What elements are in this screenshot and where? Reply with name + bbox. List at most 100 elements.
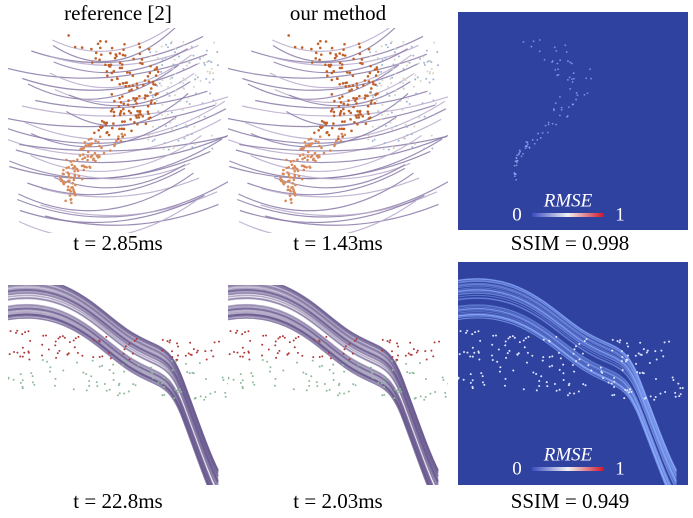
particle xyxy=(394,389,396,391)
particle xyxy=(328,134,331,137)
particle xyxy=(613,381,615,383)
particle xyxy=(179,388,181,390)
particle xyxy=(291,186,294,189)
particle xyxy=(191,133,193,135)
particle xyxy=(568,384,570,386)
particle xyxy=(450,393,452,395)
error-spot xyxy=(559,96,561,98)
particle xyxy=(293,340,295,342)
particle xyxy=(398,391,400,393)
particle xyxy=(419,58,421,60)
particle xyxy=(332,70,335,73)
particle xyxy=(491,344,493,346)
particle xyxy=(662,355,664,357)
particle xyxy=(587,364,589,366)
particle xyxy=(193,372,195,374)
particle xyxy=(71,186,74,189)
particle xyxy=(344,54,347,57)
particle xyxy=(350,130,353,133)
particle xyxy=(381,114,383,116)
particle xyxy=(279,336,281,338)
particle xyxy=(118,105,121,108)
particle xyxy=(393,397,395,399)
particle xyxy=(355,116,358,119)
particle xyxy=(343,120,346,123)
particle xyxy=(301,355,303,357)
particle xyxy=(432,72,434,74)
particle xyxy=(394,59,396,61)
particle xyxy=(209,81,211,83)
particle xyxy=(343,371,345,373)
particle xyxy=(132,106,135,109)
particle xyxy=(499,371,501,373)
particle xyxy=(209,393,211,395)
particle xyxy=(117,135,120,138)
particle xyxy=(305,373,307,375)
particle xyxy=(378,126,380,128)
particle xyxy=(268,349,270,351)
particle xyxy=(128,390,130,392)
caption: t = 2.85ms xyxy=(73,231,162,255)
particle xyxy=(395,125,397,127)
particle xyxy=(112,364,114,366)
particle xyxy=(205,378,207,380)
particle xyxy=(385,73,387,75)
particle xyxy=(335,140,338,143)
error-spot xyxy=(534,143,536,145)
particle xyxy=(285,159,288,162)
particle xyxy=(182,41,184,43)
particle xyxy=(204,116,206,118)
error-spot xyxy=(514,165,516,167)
particle xyxy=(209,71,211,73)
particle xyxy=(156,85,158,87)
particle xyxy=(28,359,30,361)
particle xyxy=(192,55,194,57)
particle xyxy=(252,381,254,383)
particle xyxy=(277,352,279,354)
particle xyxy=(381,394,383,396)
particle xyxy=(449,387,451,389)
particle xyxy=(355,102,358,105)
particle xyxy=(660,350,662,352)
particle xyxy=(305,144,308,147)
particle xyxy=(215,102,217,104)
particle xyxy=(117,138,120,141)
particle xyxy=(232,387,234,389)
error-spot xyxy=(542,132,544,134)
particle xyxy=(342,54,345,57)
particle xyxy=(317,156,320,159)
particle xyxy=(186,126,188,128)
particle xyxy=(111,79,114,82)
particle xyxy=(93,131,96,134)
particle xyxy=(54,344,56,346)
error-spot xyxy=(575,99,577,101)
particle xyxy=(136,86,139,89)
particle xyxy=(287,180,290,183)
particle xyxy=(224,392,226,394)
particle xyxy=(531,355,533,357)
particle xyxy=(122,48,125,51)
error-spot xyxy=(518,152,520,154)
particle xyxy=(405,79,407,81)
particle xyxy=(653,399,655,401)
particle xyxy=(111,72,114,75)
particle xyxy=(314,140,317,143)
particle xyxy=(311,61,314,64)
particle xyxy=(505,341,507,343)
particle xyxy=(182,137,184,139)
particle xyxy=(337,138,340,141)
particle xyxy=(212,72,214,74)
particle xyxy=(310,48,313,51)
particle xyxy=(114,143,117,146)
particle xyxy=(414,143,416,145)
particle xyxy=(365,122,368,125)
error-spot xyxy=(577,94,579,96)
particle xyxy=(367,110,370,113)
particle xyxy=(619,339,621,341)
particle xyxy=(140,370,142,372)
particle xyxy=(314,57,317,60)
particle xyxy=(112,70,115,73)
particle xyxy=(297,352,299,354)
particle xyxy=(158,126,160,128)
particle xyxy=(567,394,569,396)
